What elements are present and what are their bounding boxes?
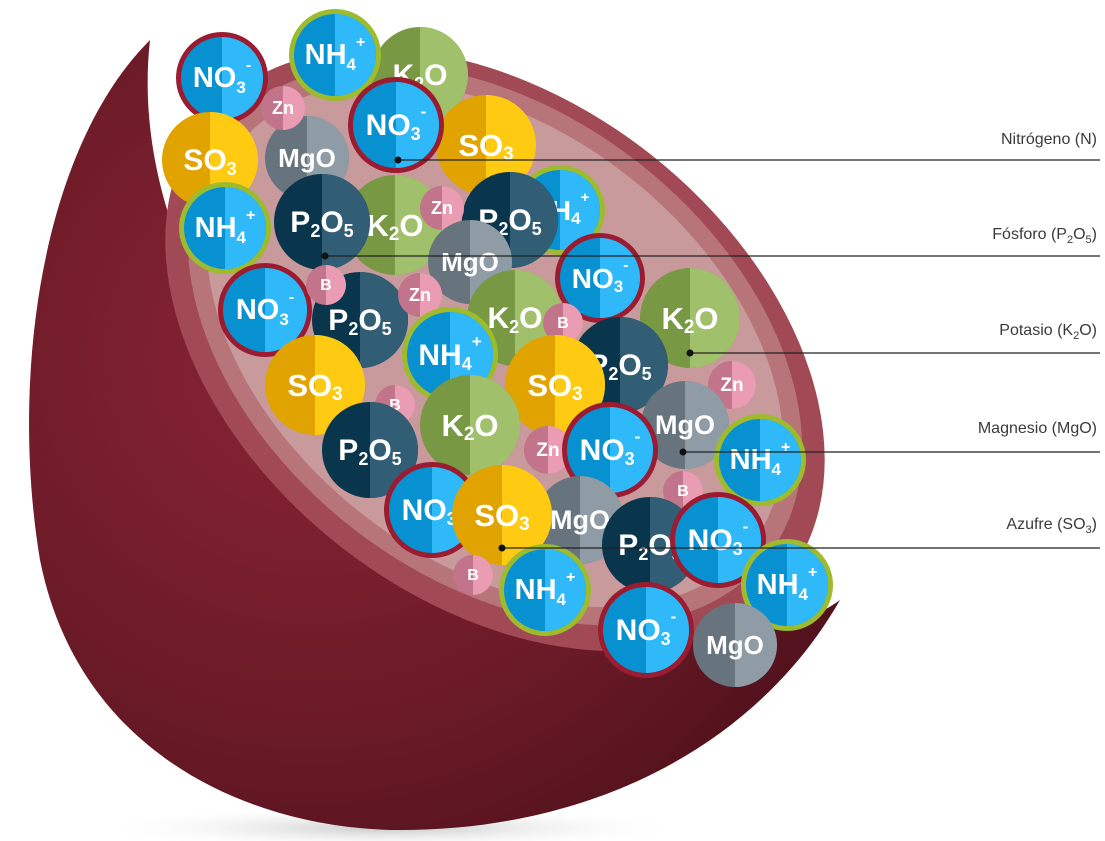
label-magnesium: Magnesio (MgO) <box>977 420 1097 437</box>
magnesium-particle: MgO <box>693 603 777 687</box>
phosphorus-particle: P2O5 <box>322 402 418 498</box>
leader-dot-k <box>686 349 694 357</box>
zinc-label: Zn <box>431 198 453 218</box>
leader-dot-n <box>394 156 402 164</box>
phosphorus-label: P2O5 <box>290 206 353 242</box>
nitrate-label: NO3- <box>236 289 294 329</box>
label-sulfur: Azufre (SO3) <box>1006 516 1097 537</box>
magnesium-label: MgO <box>550 505 610 535</box>
zinc-label: Zn <box>272 98 294 118</box>
boron-particle: B <box>453 555 493 595</box>
callout-lines <box>321 156 1100 552</box>
magnesium-label: MgO <box>278 143 336 173</box>
magnesium-label: MgO <box>706 630 764 660</box>
label-phosphorus: Fósforo (P2O5) <box>992 226 1097 247</box>
nitrate-particle: NO3- <box>348 77 444 173</box>
boron-label: B <box>557 315 569 332</box>
zinc-particle: Zn <box>398 273 442 317</box>
phosphorus-label: P2O5 <box>328 304 391 340</box>
boron-label: B <box>467 567 479 584</box>
sulfur-label: SO3 <box>474 498 529 535</box>
potassium-particle: K2O <box>640 268 740 368</box>
nitrate-label: NO3- <box>572 257 628 296</box>
sulfur-label: SO3 <box>183 144 236 180</box>
boron-particle: B <box>306 265 346 305</box>
label-nitrogen: Nitrógeno (N) <box>1000 131 1097 148</box>
sulfur-particle: SO3 <box>452 465 552 565</box>
nutrient-particles: K2ONH4+NO3-SO3MgOSO3ZnNO3-K2ONH4+P2O5NH4… <box>162 9 833 687</box>
boron-label: B <box>677 483 689 500</box>
boron-label: B <box>320 277 332 294</box>
nitrate-label: NO3- <box>193 57 251 97</box>
potassium-label: K2O <box>661 301 718 338</box>
ammonium-label: NH4+ <box>418 332 481 375</box>
ammonium-particle: NH4+ <box>179 182 271 274</box>
ammonium-label: NH4+ <box>757 564 818 604</box>
ammonium-particle: NH4+ <box>741 539 833 631</box>
sulfur-label: SO3 <box>527 368 582 405</box>
nitrate-label: NO3- <box>366 102 427 145</box>
ammonium-particle: NH4+ <box>714 414 806 506</box>
leader-dot-p <box>321 252 329 260</box>
sulfur-label: SO3 <box>287 368 342 405</box>
nitrate-particle: NO3- <box>218 263 312 357</box>
zinc-particle: Zn <box>420 186 464 230</box>
zinc-label: Zn <box>536 440 559 461</box>
potassium-label: K2O <box>441 408 498 445</box>
label-potassium: Potasio (K2O) <box>999 322 1097 343</box>
ammonium-label: NH4+ <box>730 439 791 479</box>
nitrate-label: NO3- <box>616 607 677 650</box>
boron-particle: B <box>543 303 583 343</box>
ammonium-label: NH4+ <box>515 569 576 609</box>
phosphorus-label: P2O5 <box>338 434 401 470</box>
ammonium-particle: NH4+ <box>499 544 591 636</box>
ammonium-particle: NH4+ <box>289 9 381 101</box>
ammonium-label: NH4+ <box>305 34 366 74</box>
sulfur-particle: SO3 <box>436 95 536 195</box>
nitrate-particle: NO3- <box>562 402 658 498</box>
ammonium-label: NH4+ <box>195 207 256 247</box>
potassium-label: K2O <box>366 208 423 245</box>
magnesium-label: MgO <box>655 410 715 440</box>
zinc-particle: Zn <box>708 361 756 409</box>
magnesium-label: MgO <box>441 247 499 277</box>
zinc-label: Zn <box>720 375 743 396</box>
sulfur-label: SO3 <box>458 128 513 165</box>
boron-label: B <box>389 397 401 414</box>
phosphorus-particle: P2O5 <box>274 174 370 270</box>
zinc-label: Zn <box>409 285 431 305</box>
nitrate-particle: NO3- <box>176 32 268 124</box>
potassium-particle: K2O <box>420 375 520 475</box>
leader-dot-mg <box>679 448 687 456</box>
zinc-particle: Zn <box>261 86 305 130</box>
nitrate-particle: NO3- <box>598 582 694 678</box>
potassium-label: K2O <box>487 302 542 338</box>
nitrate-label: NO3- <box>580 427 641 470</box>
nitrate-label: NO3- <box>688 517 749 560</box>
leader-dot-s <box>498 544 506 552</box>
